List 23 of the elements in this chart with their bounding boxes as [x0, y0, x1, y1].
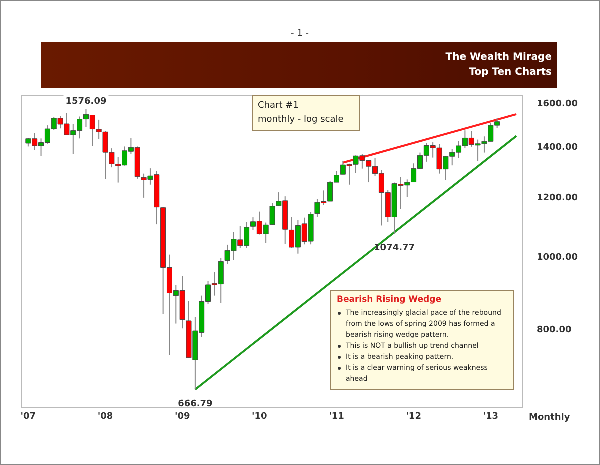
annotation: monthly - log scale: [258, 114, 345, 127]
x-tick-label: '11: [329, 412, 344, 422]
x-tick-label: '12: [406, 412, 422, 422]
chart-title: The Wealth Mirage: [446, 51, 552, 65]
x-tick-label: '10: [252, 412, 268, 422]
y-tick-label: 800.00: [537, 326, 572, 336]
annotation: 1576.09: [66, 96, 107, 107]
note-box: Chart #1 monthly - log scale: [252, 95, 360, 131]
x-tick-label: '08: [98, 412, 114, 422]
x-tick-label: '13: [483, 412, 499, 422]
y-tick-label: 1600.00: [537, 99, 578, 110]
annotation: Bearish Rising Wedge: [337, 295, 442, 306]
x-tick-label: '09: [174, 412, 190, 422]
annotation: 666.79: [178, 400, 213, 410]
chart-subtitle: Top Ten Charts: [468, 66, 552, 80]
y-tick-label: 1200.00: [537, 193, 578, 204]
y-tick-label: 1000.00: [537, 252, 578, 263]
y-tick-label: 1400.00: [537, 142, 578, 153]
text: - 1 -: [290, 29, 310, 39]
x-axis-title: Monthly: [529, 413, 570, 424]
x-tick-label: '07: [20, 412, 36, 422]
annotation: 1074.77: [374, 244, 416, 254]
annotation: Chart #1: [258, 100, 300, 113]
